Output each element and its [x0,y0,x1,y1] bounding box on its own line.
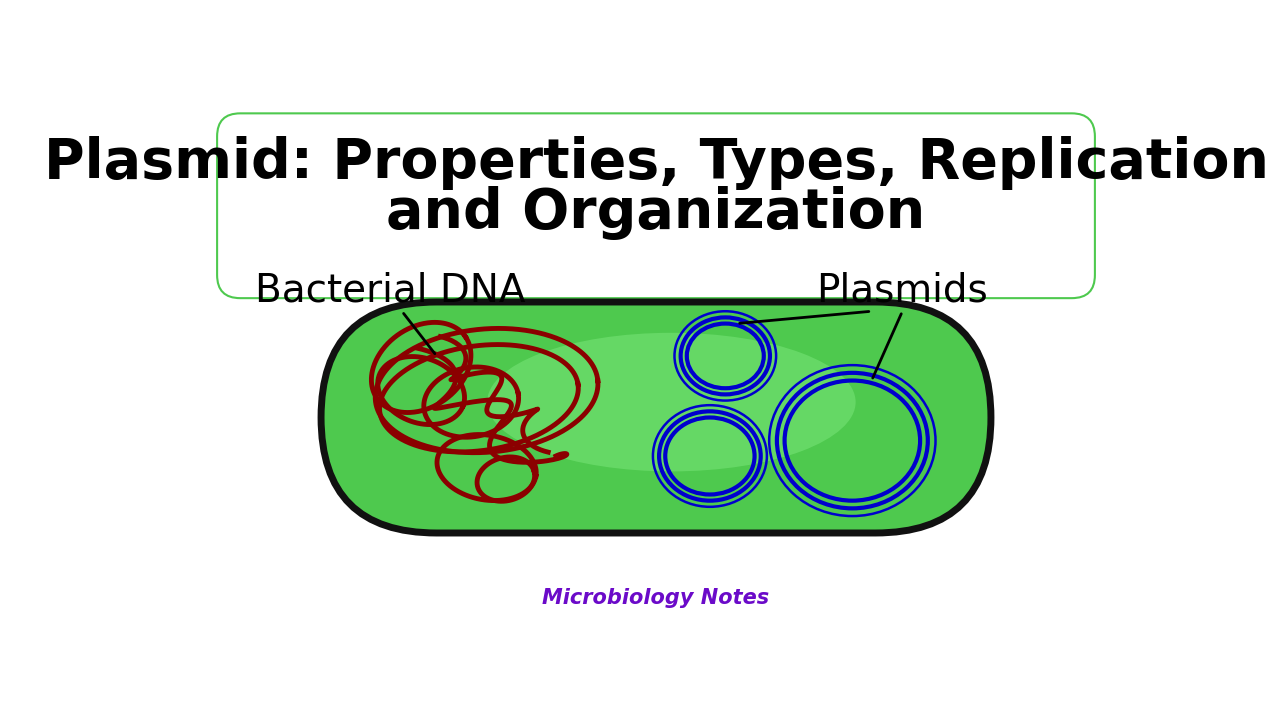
Text: Plasmid: Properties, Types, Replication: Plasmid: Properties, Types, Replication [44,136,1268,190]
Text: Plasmids: Plasmids [817,271,988,310]
Ellipse shape [488,333,855,472]
Text: and Organization: and Organization [387,186,925,240]
Text: Bacterial DNA: Bacterial DNA [255,271,526,310]
FancyBboxPatch shape [321,302,991,533]
FancyBboxPatch shape [218,113,1094,298]
Text: Microbiology Notes: Microbiology Notes [543,588,769,608]
